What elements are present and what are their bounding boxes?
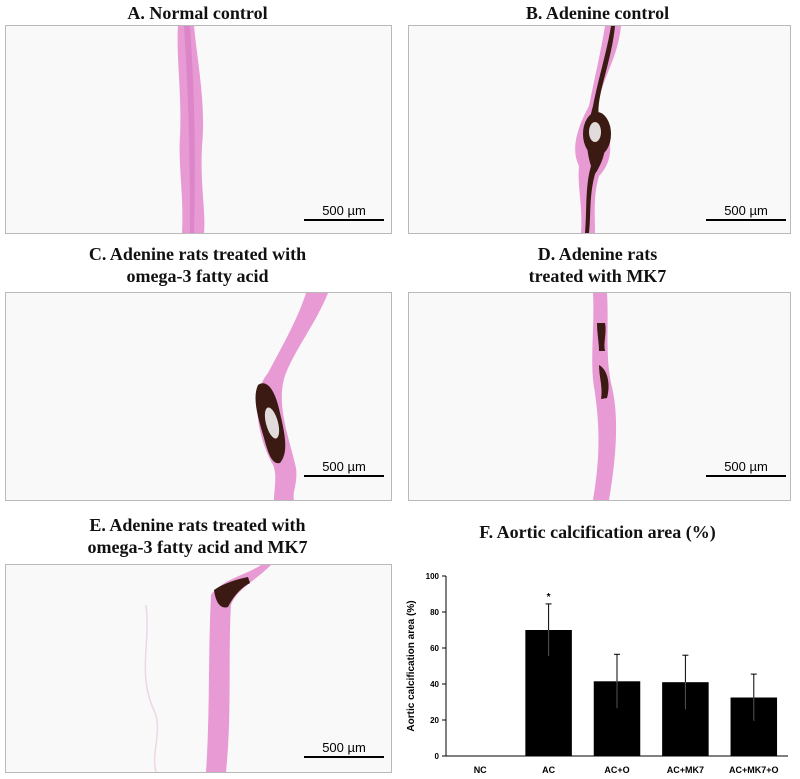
aorta-section-b [575,26,621,233]
x-tick-label-1: AC [542,765,555,775]
panel-a-micrograph: 500 µm [5,25,392,234]
panel-c-caption: C. Adenine rats treated with omega-3 fat… [5,243,390,287]
x-tick-label-4: AC+MK7+O [729,765,779,775]
panel-e-caption-line-2: omega-3 fatty acid and MK7 [87,537,308,557]
panel-a-caption-line-1: A. Normal control [127,3,268,23]
panel-d-caption: D. Adenine rats treated with MK7 [405,243,790,287]
scale-bar-b: 500 µm [706,203,786,221]
panel-e-caption-line-1: E. Adenine rats treated with [89,515,306,535]
panel-b-caption-line-1: B. Adenine control [525,3,670,23]
panel-d-caption-line-2: treated with MK7 [528,266,667,286]
y-axis-label: Aortic calcification area (%) [406,600,417,731]
scale-bar-d: 500 µm [706,459,786,477]
y-tick-label-3: 60 [430,644,439,653]
significance-marker-1: * [547,592,551,603]
panel-a-caption: A. Normal control [5,2,390,24]
aorta-section-a [177,26,205,233]
panel-b-micrograph: 500 µm [408,25,791,234]
panel-c-micrograph: 500 µm [5,292,392,501]
panel-d-caption-line-1: D. Adenine rats [537,244,658,264]
y-tick-label-2: 40 [430,680,439,689]
panel-b-caption: B. Adenine control [405,2,790,24]
panel-c-caption-line-1: C. Adenine rats treated with [88,244,307,264]
y-tick-label-4: 80 [430,608,439,617]
scale-bar-c: 500 µm [304,459,384,477]
panel-c-caption-line-2: omega-3 fatty acid [126,266,269,286]
y-tick-label-0: 0 [435,752,440,761]
y-tick-label-5: 100 [426,572,440,581]
x-tick-label-2: AC+O [604,765,629,775]
x-tick-label-0: NC [474,765,487,775]
calcification-bar-chart: 0 20 40 60 80 100 Aortic calcification area (%… [406,572,788,775]
panel-e-micrograph: 500 µm [5,564,392,773]
aorta-section-c [255,293,328,500]
aorta-section-d [592,293,617,500]
x-tick-label-3: AC+MK7 [667,765,704,775]
aorta-section-e [144,565,271,772]
chart-title: F. Aortic calcification area (%) [479,522,716,542]
scale-bar-e: 500 µm [304,740,384,758]
y-tick-label-1: 20 [430,716,439,725]
panel-d-micrograph: 500 µm [408,292,791,501]
scale-bar-a: 500 µm [304,203,384,221]
panel-e-caption: E. Adenine rats treated with omega-3 fat… [5,514,390,558]
